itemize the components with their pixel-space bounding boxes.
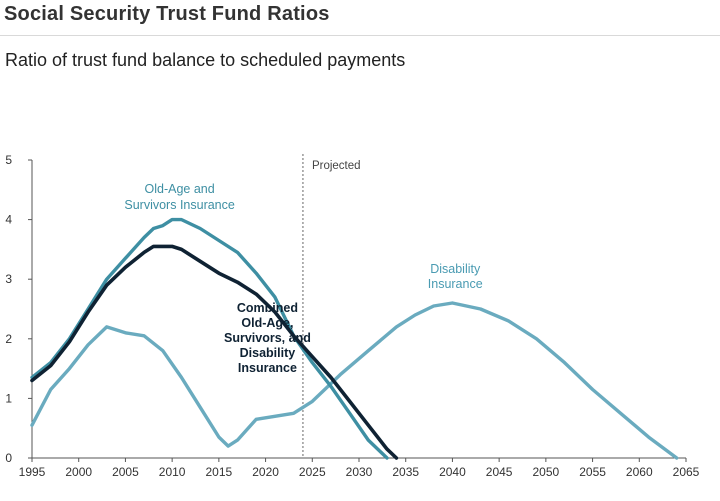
x-tick-label: 2045: [486, 465, 513, 479]
di-label: Disability Insurance: [428, 262, 483, 291]
series-label-line: Survivors Insurance: [124, 198, 235, 212]
series-label-line: Insurance: [428, 277, 483, 291]
chart-axes: 0 1 2 3 4 5 1995 2000 2005 2010 2015 2020 2025 2030 20…: [5, 153, 699, 479]
y-tick-label: 2: [5, 332, 12, 346]
projection-marker: Projected: [302, 154, 361, 458]
y-tick-label: 3: [5, 272, 12, 286]
combined-label: Combined Old-Age, Survivors, and Disability…: [224, 301, 311, 375]
x-tick-label: 1995: [19, 465, 46, 479]
chart-subtitle: Ratio of trust fund balance to scheduled…: [5, 50, 406, 70]
series-label-line: Old-Age,: [241, 316, 293, 330]
series-label-line: Insurance: [238, 361, 297, 375]
x-tick-label: 2000: [65, 465, 92, 479]
x-tick-label: 2030: [346, 465, 373, 479]
oasi-label: Old-Age and Survivors Insurance: [124, 182, 235, 212]
title-divider: [0, 35, 720, 36]
oasi-line: [30, 217, 389, 460]
series-label-line: Combined: [237, 301, 298, 315]
x-tick-label: 2015: [206, 465, 233, 479]
x-tick-label: 2050: [533, 465, 560, 479]
series-label-line: Disability: [430, 262, 481, 276]
x-tick-label: 2055: [579, 465, 606, 479]
combined-line: [30, 244, 399, 460]
x-tick-label: 2035: [392, 465, 419, 479]
series-label-line: Old-Age and: [145, 182, 215, 196]
y-tick-label: 5: [5, 153, 12, 167]
x-tick-label: 2010: [159, 465, 186, 479]
projection-label: Projected: [312, 160, 361, 172]
x-tick-label: 2020: [252, 465, 279, 479]
di-line: [30, 301, 679, 460]
x-tick-label: 2065: [673, 465, 700, 479]
x-tick-label: 2060: [626, 465, 653, 479]
x-tick-label: 2005: [112, 465, 139, 479]
y-tick-label: 0: [5, 451, 12, 465]
y-tick-label: 4: [5, 213, 12, 227]
series-label-line: Survivors, and: [224, 331, 311, 345]
y-tick-label: 1: [5, 391, 12, 405]
x-tick-label: 2025: [299, 465, 326, 479]
chart-title: Social Security Trust Fund Ratios: [4, 3, 330, 25]
x-tick-label: 2040: [439, 465, 466, 479]
chart-series-lines: [30, 217, 679, 460]
series-label-line: Disability: [240, 346, 296, 360]
